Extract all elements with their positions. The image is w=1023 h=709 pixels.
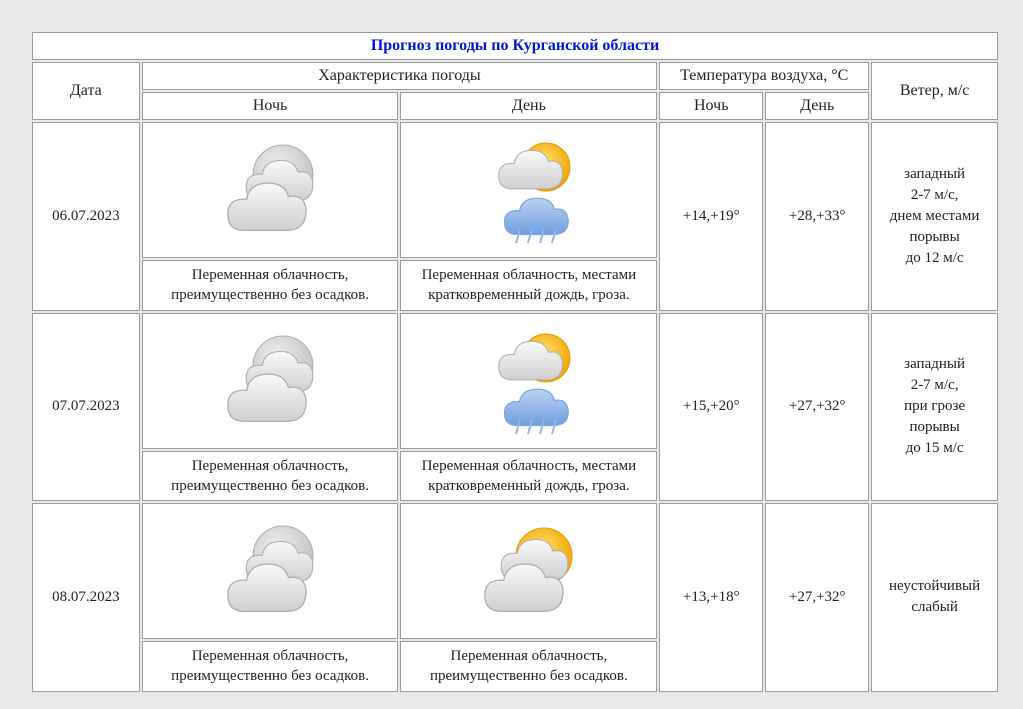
day-icon-cell [400, 313, 657, 449]
col-temp: Температура воздуха, °С [659, 62, 869, 90]
night-desc-cell: Переменная облачность, преимущественно б… [142, 451, 399, 502]
day-desc-cell: Переменная облачность, местами кратковре… [400, 260, 657, 311]
wind-cell: западный2-7 м/с,при грозепорывыдо 15 м/с [871, 313, 998, 502]
temp-night-cell: +13,+18° [659, 503, 763, 692]
col-day: День [400, 92, 657, 120]
col-temp-day: День [765, 92, 869, 120]
wind-cell: неустойчивый слабый [871, 503, 998, 692]
night-cloud-icon [205, 326, 335, 436]
weather-forecast-table: Прогноз погоды по Курганской области Дат… [30, 30, 1000, 694]
temp-day-cell: +27,+32° [765, 503, 869, 692]
temp-day-cell: +27,+32° [765, 313, 869, 502]
col-night: Ночь [142, 92, 399, 120]
col-temp-night: Ночь [659, 92, 763, 120]
day-desc-cell: Переменная облачность, преимущественно б… [400, 641, 657, 692]
day-icon-cell [400, 122, 657, 258]
col-date: Дата [32, 62, 140, 120]
wind-cell: западный2-7 м/с,днем местамипорывыдо 12 … [871, 122, 998, 311]
night-cloud-icon [205, 135, 335, 245]
temp-night-cell: +15,+20° [659, 313, 763, 502]
day-icon-cell [400, 503, 657, 639]
day-storm-icon [464, 326, 594, 436]
day-desc-cell: Переменная облачность, местами кратковре… [400, 451, 657, 502]
date-cell: 07.07.2023 [32, 313, 140, 502]
night-icon-cell [142, 122, 399, 258]
col-weather: Характеристика погоды [142, 62, 658, 90]
day-storm-icon [464, 135, 594, 245]
night-cloud-icon [205, 516, 335, 626]
temp-night-cell: +14,+19° [659, 122, 763, 311]
night-icon-cell [142, 313, 399, 449]
date-cell: 08.07.2023 [32, 503, 140, 692]
night-icon-cell [142, 503, 399, 639]
day-cloud-icon [464, 516, 594, 626]
temp-day-cell: +28,+33° [765, 122, 869, 311]
night-desc-cell: Переменная облачность, преимущественно б… [142, 260, 399, 311]
col-wind: Ветер, м/с [871, 62, 998, 120]
forecast-title: Прогноз погоды по Курганской области [32, 32, 998, 60]
night-desc-cell: Переменная облачность, преимущественно б… [142, 641, 399, 692]
date-cell: 06.07.2023 [32, 122, 140, 311]
